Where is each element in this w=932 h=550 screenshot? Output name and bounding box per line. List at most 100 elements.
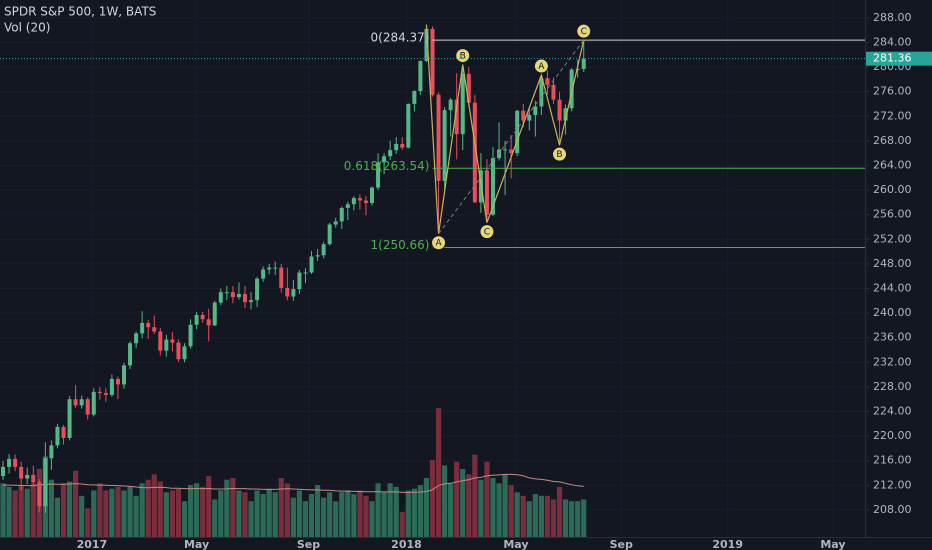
volume-bar — [502, 474, 508, 537]
candle-body — [448, 99, 453, 111]
volume-bar — [127, 486, 133, 537]
y-tick-label: 232.00 — [873, 355, 912, 368]
y-tick-label: 264.00 — [873, 158, 912, 171]
candle-body — [569, 69, 574, 109]
candle-body — [400, 143, 405, 148]
candle-body — [472, 102, 477, 203]
volume-bar — [103, 490, 109, 537]
volume-bar — [308, 494, 315, 537]
candle-body — [315, 255, 320, 257]
volume-bar — [460, 468, 466, 537]
y-tick-label: 256.00 — [873, 208, 912, 221]
volume-bar — [514, 492, 520, 537]
candle-body — [91, 391, 96, 415]
candle-body — [273, 267, 278, 269]
volume-bar — [206, 476, 212, 537]
candle-body — [200, 314, 205, 320]
volume-bar — [151, 474, 157, 537]
volume-bar — [260, 494, 266, 537]
candle-body — [19, 466, 24, 479]
y-tick-label: 244.00 — [873, 281, 912, 294]
candle-body — [430, 28, 435, 95]
candle-body — [122, 365, 127, 385]
volume-bar — [115, 486, 121, 537]
x-tick-label: 2019 — [712, 538, 743, 550]
volume-bar — [272, 492, 278, 537]
volume-bar — [224, 479, 230, 537]
candle-body — [563, 108, 568, 121]
candle-body — [7, 458, 12, 467]
volume-bar — [569, 501, 575, 537]
candle-body — [255, 278, 260, 301]
volume-bar — [441, 465, 448, 537]
candle-body — [363, 200, 368, 203]
candle-body — [73, 399, 78, 406]
volume-bar — [351, 494, 357, 537]
candle-body — [442, 110, 447, 181]
x-tick-label: 2017 — [77, 538, 108, 550]
candle-body — [466, 73, 471, 103]
volume-bar — [24, 488, 30, 537]
volume-bar — [200, 486, 206, 537]
y-tick-label: 216.00 — [873, 454, 912, 467]
candle-body — [79, 399, 84, 406]
volume-bar — [163, 492, 169, 537]
volume-bar — [278, 477, 284, 537]
y-tick-label: 260.00 — [873, 183, 912, 196]
candle-body — [249, 300, 254, 303]
candle-body — [533, 106, 538, 116]
candle-body — [279, 267, 284, 288]
candle-body — [97, 391, 102, 394]
volume-bar — [48, 479, 55, 537]
candle-body — [236, 294, 241, 298]
candle-body — [539, 78, 544, 107]
pattern-dashed — [438, 39, 585, 235]
volume-bar — [345, 490, 351, 537]
volume-bar — [454, 461, 460, 537]
candle-body — [267, 267, 272, 270]
volume-pane — [0, 408, 587, 537]
pattern-point — [576, 23, 592, 39]
candle-body — [418, 60, 423, 92]
volume-bar — [526, 501, 532, 537]
volume-bar — [284, 483, 290, 537]
volume-bar — [254, 490, 260, 537]
candle-body — [43, 458, 48, 507]
candle-body — [31, 474, 36, 483]
volume-bar — [187, 485, 194, 537]
pattern-label: C — [484, 228, 490, 238]
volume-bar — [242, 492, 248, 537]
volume-ma — [3, 473, 584, 493]
volume-bar — [363, 495, 369, 537]
candle-body — [37, 482, 42, 507]
volume-bar — [0, 483, 6, 537]
candle-body — [49, 445, 54, 459]
volume-bar — [544, 495, 551, 537]
y-tick-label: 240.00 — [873, 306, 912, 319]
volume-bar — [550, 499, 557, 537]
volume-bar — [314, 485, 321, 537]
volume-bar — [91, 490, 97, 537]
volume-bar — [339, 492, 345, 537]
volume-bar — [145, 479, 151, 537]
x-tick-label: Sep — [610, 538, 633, 550]
volume-bar — [248, 501, 254, 537]
pattern-label: C — [581, 27, 587, 37]
candle-body — [424, 28, 429, 61]
last-price-tag — [866, 51, 932, 66]
candle-body — [206, 319, 211, 326]
candle-body — [158, 331, 163, 351]
candle-body — [406, 103, 411, 148]
candle-body — [490, 158, 495, 215]
candle-body — [575, 68, 580, 70]
volume-bar — [478, 479, 484, 537]
candle-body — [509, 149, 514, 154]
candle-body — [152, 327, 157, 332]
candle-body — [521, 110, 526, 121]
candle-body — [170, 339, 175, 343]
volume-bar — [169, 490, 175, 537]
volume-bar — [405, 490, 411, 537]
volume-bar — [411, 488, 417, 537]
candle-body — [503, 149, 508, 151]
volume-bar — [66, 481, 73, 537]
